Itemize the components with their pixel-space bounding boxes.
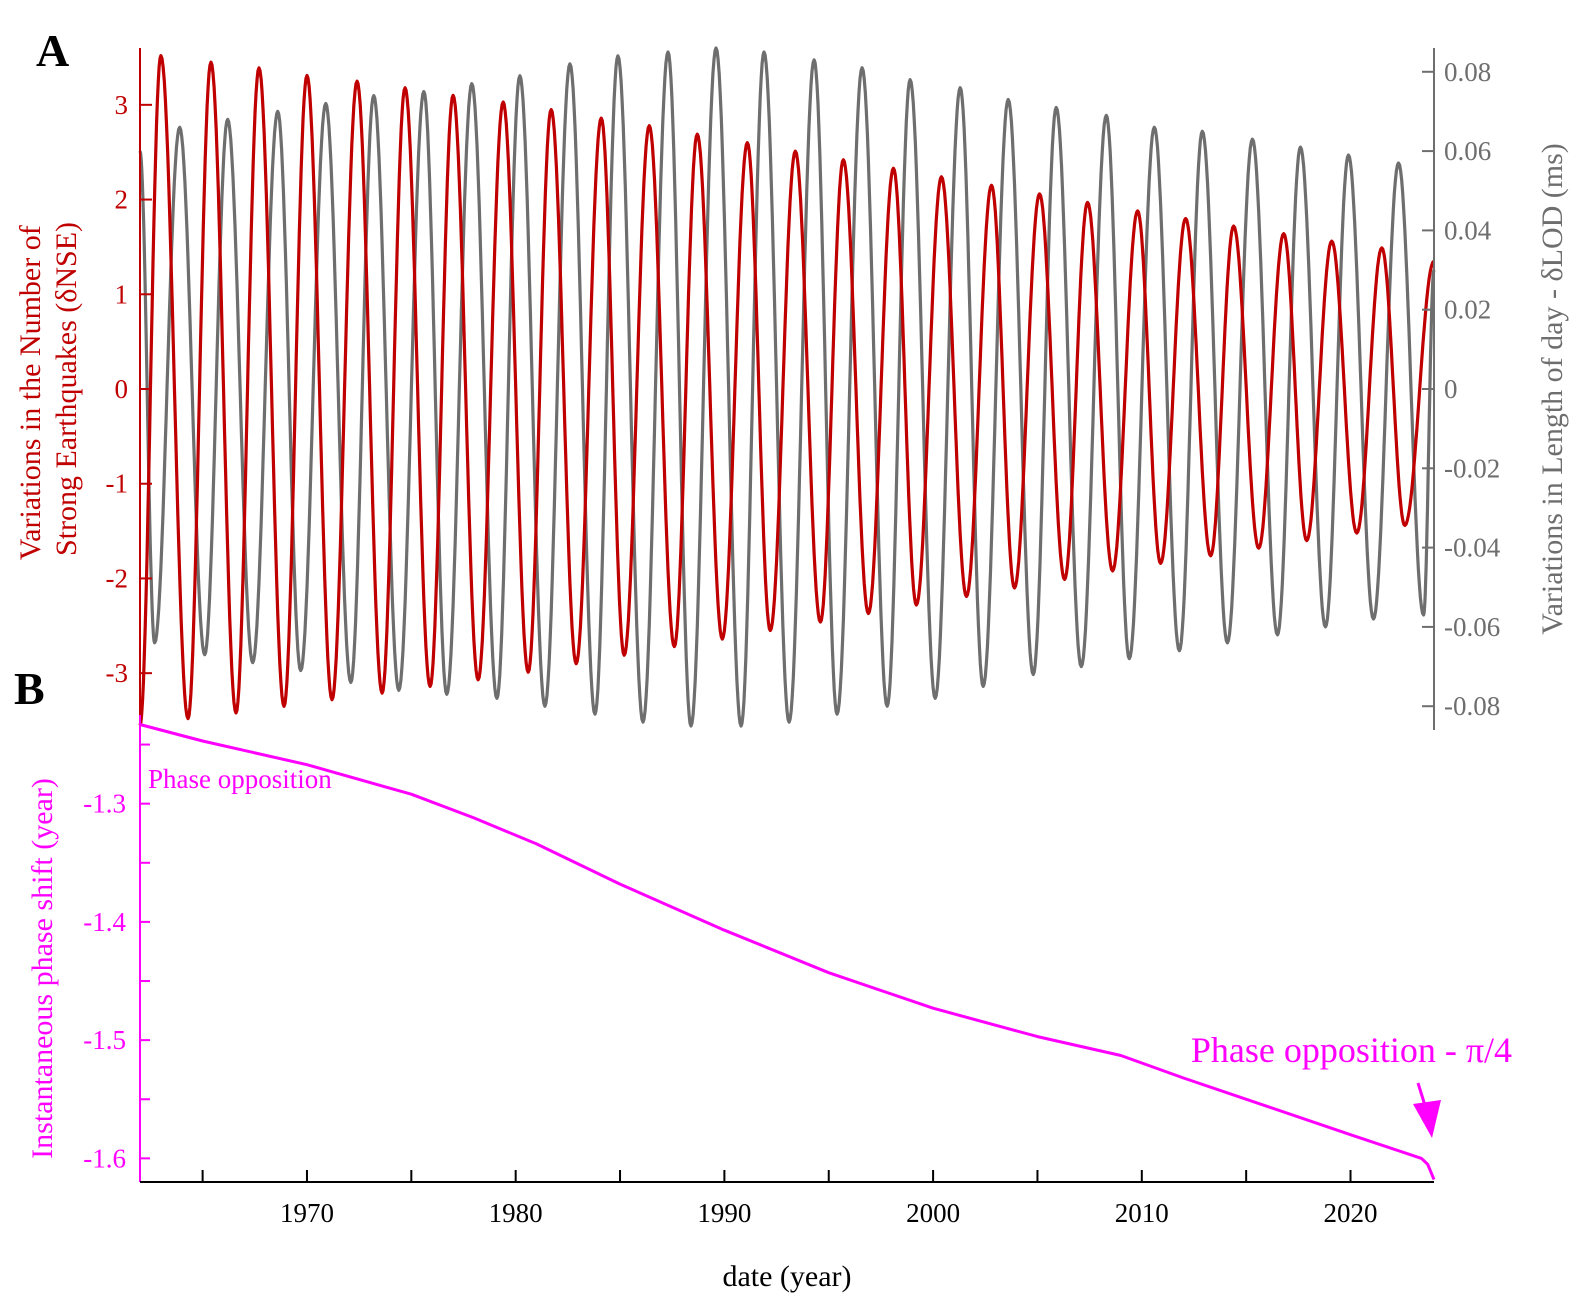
nse-tick-label: -1	[106, 469, 129, 499]
phase-y-axis-ticks: -1.3 -1.4 -1.5 -1.6	[83, 743, 150, 1173]
x-tick-label: 2010	[1115, 1198, 1169, 1228]
phase-line	[139, 723, 1436, 1181]
panel-a-label: A	[36, 25, 69, 76]
lod-tick-label: -0.04	[1444, 533, 1501, 563]
panel-a: A 3 2 1 0 -1 -2 -3 0.08 0.06 0.04 0.02 0 -0.02 -0.04…	[14, 25, 1569, 730]
arrow-head-icon	[1413, 1100, 1441, 1138]
lod-tick-label: 0.08	[1444, 57, 1491, 87]
nse-series	[138, 54, 1436, 726]
lod-tick-label: 0.02	[1444, 295, 1491, 325]
x-tick-label: 1990	[697, 1198, 751, 1228]
nse-tick-label: 0	[115, 374, 129, 404]
phase-axis-title: Instantaneous phase shift (year)	[26, 778, 59, 1159]
panel-b: B -1.3 -1.4 -1.5 -1.6 1970 1980 1990 2000 2010 2…	[14, 663, 1512, 1293]
nse-tick-label: -3	[106, 658, 129, 688]
nse-axis-title: Variations in the Number of Strong Earth…	[14, 218, 83, 560]
x-axis-title: date (year)	[722, 1260, 851, 1293]
lod-tick-label: -0.08	[1444, 691, 1500, 721]
lod-tick-label: 0	[1444, 374, 1458, 404]
nse-tick-label: 3	[115, 90, 129, 120]
lod-tick-label: -0.06	[1444, 612, 1500, 642]
nse-tick-label: 2	[115, 185, 129, 215]
lod-tick-label: 0.04	[1444, 215, 1492, 245]
phase-series	[139, 723, 1436, 1181]
nse-axis-title-line-1: Variations in the Number of	[14, 225, 47, 560]
x-axis-ticks: 1970 1980 1990 2000 2010 2020	[201, 1170, 1378, 1228]
nse-axis-ticks: 3 2 1 0 -1 -2 -3	[106, 90, 152, 688]
phase-opposition-annotation: Phase opposition	[148, 764, 332, 794]
nse-axis-title-line-2: Strong Earthquakes (δNSE)	[50, 222, 83, 556]
phase-tick-label: -1.6	[83, 1143, 126, 1173]
lod-axis-ticks: 0.08 0.06 0.04 0.02 0 -0.02 -0.04 -0.06 -0.08	[1422, 57, 1501, 721]
nse-line	[138, 54, 1436, 726]
x-tick-label: 1970	[280, 1198, 334, 1228]
lod-line	[138, 46, 1436, 728]
phase-opposition-pi4-annotation: Phase opposition - π/4	[1191, 1030, 1512, 1070]
phase-tick-label: -1.4	[83, 907, 126, 937]
nse-tick-label: -2	[106, 563, 129, 593]
annotation-arrow-icon	[1413, 1082, 1441, 1138]
lod-tick-label: -0.02	[1444, 453, 1500, 483]
x-tick-label: 2020	[1324, 1198, 1378, 1228]
phase-tick-label: -1.5	[83, 1025, 126, 1055]
lod-axis-title: Variations in Length of day - δLOD (ms)	[1536, 143, 1569, 635]
panel-b-label: B	[14, 663, 45, 714]
nse-tick-label: 1	[115, 279, 129, 309]
lod-series	[138, 46, 1436, 728]
phase-tick-label: -1.3	[83, 789, 126, 819]
lod-tick-label: 0.06	[1444, 136, 1491, 166]
x-tick-label: 2000	[906, 1198, 960, 1228]
x-tick-label: 1980	[489, 1198, 543, 1228]
